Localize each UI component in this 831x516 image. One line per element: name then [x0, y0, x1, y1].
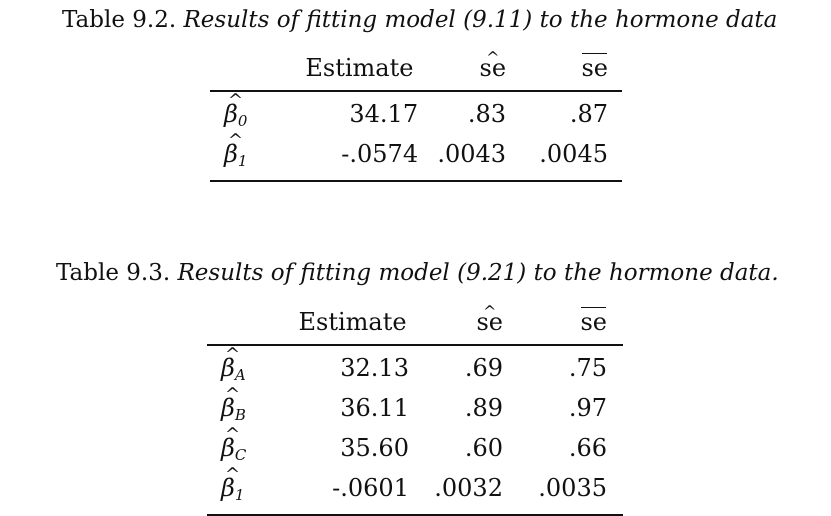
table-header-row: Estimate ^ se se	[207, 304, 623, 345]
se-bar-cell: .75	[568, 354, 607, 382]
estimate-cell: -.0574	[341, 140, 419, 168]
beta-symbol: β	[221, 394, 235, 422]
hat-accent: ^	[228, 130, 244, 151]
se-bar-cell: .97	[568, 394, 607, 422]
se-bar-cell: .0045	[539, 140, 608, 168]
se-bar-text: se	[581, 54, 608, 82]
caption-lead: Table 9.2.	[62, 7, 177, 33]
estimate-cell: 32.13	[340, 354, 409, 382]
param-subscript: 0	[237, 112, 248, 130]
beta-hat-label: ^ β1	[221, 466, 245, 504]
beta-hat-label: ^ β1	[224, 132, 248, 170]
se-hat-cell: .89	[464, 394, 503, 422]
se-bar-label: se	[581, 53, 608, 82]
param-subscript: B	[234, 406, 246, 424]
table-9-2: Estimate ^ se se ^ β0 34.17 .83 .87 ^ β1 -.…	[210, 50, 622, 182]
wide-hat-accent: ^	[486, 48, 500, 67]
se-hat-text: se	[479, 54, 507, 82]
beta-hat-label: ^ β0	[224, 92, 248, 130]
se-hat-label: ^ se	[476, 304, 503, 336]
se-bar-header: se	[520, 53, 622, 91]
beta-symbol: β	[221, 474, 235, 502]
se-bar-text: se	[580, 308, 607, 336]
caption-description: Results of fitting model (9.21) to the h…	[177, 260, 779, 286]
estimate-header: Estimate	[299, 308, 415, 345]
caption-description: Results of fitting model (9.11) to the h…	[183, 7, 778, 33]
table-header-row: Estimate ^ se se	[210, 50, 622, 91]
estimate-header-label: Estimate	[298, 308, 407, 336]
param-cell: ^ β0	[210, 91, 297, 140]
estimate-cell: 36.11	[340, 394, 409, 422]
se-bar-cell: .66	[568, 434, 607, 462]
estimate-header-label: Estimate	[305, 54, 414, 82]
table-row: ^ β0 34.17 .83 .87	[210, 91, 622, 140]
estimate-cell: 35.60	[340, 434, 409, 462]
caption-lead: Table 9.3.	[56, 260, 171, 286]
param-subscript: 1	[237, 152, 248, 170]
param-cell: ^ β1	[210, 132, 297, 181]
se-hat-cell: .60	[464, 434, 503, 462]
se-hat-header: ^ se	[418, 50, 520, 91]
estimate-cell: 34.17	[349, 100, 419, 128]
se-bar-cell: .0035	[538, 474, 607, 502]
table-row: ^ βC 35.60 .60 .66	[207, 426, 623, 474]
table-9-2-caption: Table 9.2. Results of fitting model (9.1…	[62, 9, 777, 32]
se-bar-header: se	[519, 307, 623, 345]
beta-hat-label: ^ βB	[221, 386, 246, 424]
se-hat-cell: .0032	[434, 474, 503, 502]
param-cell: ^ β1	[207, 466, 299, 515]
beta-symbol: β	[221, 434, 235, 462]
param-cell: ^ βA	[207, 345, 299, 394]
param-subscript: 1	[234, 486, 245, 504]
overline-accent	[582, 53, 607, 54]
table-9-3: Estimate ^ se se ^ βA 32.13 .69 .75 ^ βB 36…	[207, 304, 623, 516]
overline-accent	[581, 307, 606, 308]
param-subscript: A	[234, 366, 246, 384]
estimate-header: Estimate	[297, 54, 418, 91]
estimate-cell: -.0601	[332, 474, 409, 502]
param-header	[210, 54, 297, 91]
table-row: ^ β1 -.0574 .0043 .0045	[210, 132, 622, 181]
hat-accent: ^	[225, 384, 241, 405]
hat-accent: ^	[225, 344, 241, 365]
beta-hat-label: ^ βA	[221, 346, 246, 384]
se-bar-cell: .87	[569, 100, 608, 128]
se-bar-label: se	[580, 307, 607, 336]
se-hat-cell: .69	[464, 354, 503, 382]
table-row: ^ βA 32.13 .69 .75	[207, 345, 623, 394]
beta-hat-label: ^ βC	[221, 426, 247, 464]
hat-accent: ^	[228, 90, 244, 111]
table-row: ^ β1 -.0601 .0032 .0035	[207, 466, 623, 515]
param-header	[207, 308, 299, 345]
beta-symbol: β	[221, 354, 235, 382]
param-cell: ^ βC	[207, 426, 299, 474]
param-cell: ^ βB	[207, 386, 299, 434]
table-9-3-caption: Table 9.3. Results of fitting model (9.2…	[56, 262, 779, 285]
hat-accent: ^	[225, 424, 241, 445]
se-hat-text: se	[476, 308, 503, 336]
se-hat-header: ^ se	[415, 304, 519, 345]
se-hat-cell: .83	[467, 100, 507, 128]
hat-accent: ^	[225, 464, 241, 485]
beta-symbol: β	[224, 100, 238, 128]
beta-symbol: β	[224, 140, 238, 168]
wide-hat-accent: ^	[483, 302, 497, 321]
table-row: ^ βB 36.11 .89 .97	[207, 386, 623, 434]
se-hat-cell: .0043	[437, 140, 507, 168]
param-subscript: C	[234, 446, 247, 464]
se-hat-label: ^ se	[479, 50, 507, 82]
